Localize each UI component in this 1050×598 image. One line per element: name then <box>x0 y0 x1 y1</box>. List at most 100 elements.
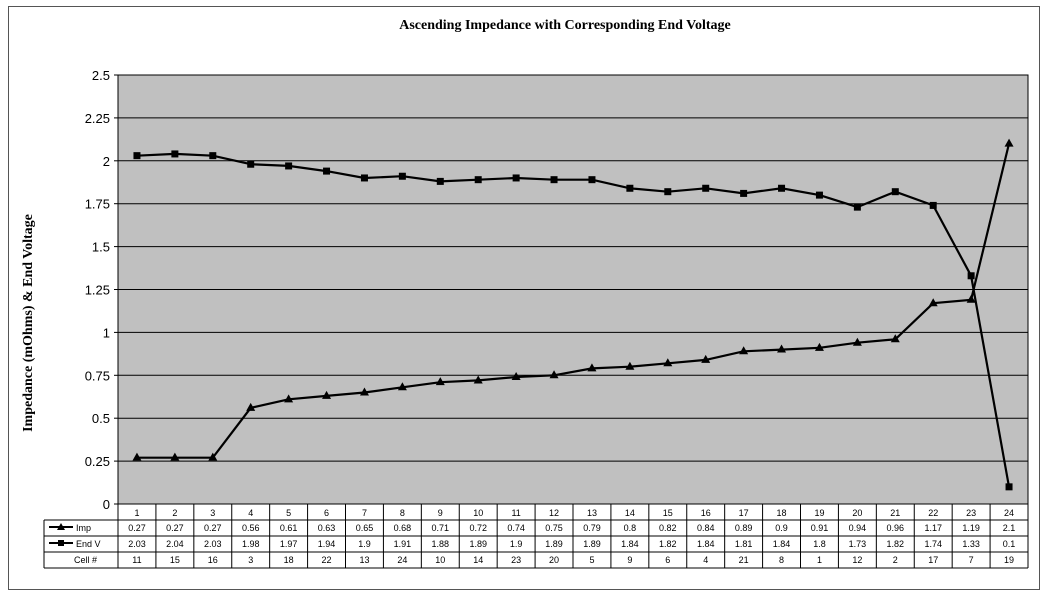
table-cell: 24 <box>397 555 407 565</box>
table-cell: 1 <box>817 555 822 565</box>
data-point-imp <box>170 452 180 461</box>
data-point-imp <box>890 334 900 343</box>
table-cell: 1.82 <box>659 539 677 549</box>
table-cell: 1.84 <box>697 539 715 549</box>
y-tick-label: 1 <box>103 325 110 340</box>
data-point-end-v <box>360 174 368 182</box>
table-cell: 14 <box>473 555 483 565</box>
data-point-imp <box>928 298 938 307</box>
series-line-imp <box>137 143 1011 459</box>
data-point-imp <box>701 354 711 363</box>
data-point-end-v <box>247 160 255 168</box>
table-cell: 1.8 <box>813 539 826 549</box>
table-cell: 1.88 <box>432 539 450 549</box>
table-cell: 0.63 <box>318 523 336 533</box>
data-point-end-v <box>398 172 406 180</box>
data-point-imp <box>359 387 369 396</box>
table-cell: 0.91 <box>811 523 829 533</box>
table-cell: 1.33 <box>962 539 980 549</box>
table-cell: 13 <box>359 555 369 565</box>
data-point-imp <box>587 363 597 372</box>
data-point-end-v <box>967 272 975 280</box>
category-label: 16 <box>701 508 711 518</box>
table-cell: 20 <box>549 555 559 565</box>
data-point-imp <box>132 452 142 461</box>
table-cell: 1.73 <box>849 539 867 549</box>
table-cell: 1.89 <box>583 539 601 549</box>
table-cell: 0.8 <box>624 523 637 533</box>
table-cell: 0.27 <box>166 523 184 533</box>
table-cell: 2.1 <box>1003 523 1016 533</box>
y-tick-label: 2.5 <box>92 68 110 83</box>
table-cell: 1.19 <box>962 523 980 533</box>
table-cell: 0.84 <box>697 523 715 533</box>
data-point-imp <box>284 394 294 403</box>
table-cell: 6 <box>665 555 670 565</box>
data-point-imp <box>966 294 976 303</box>
data-point-imp <box>625 361 635 370</box>
data-point-end-v <box>626 184 634 192</box>
y-tick-label: 0.25 <box>85 454 110 469</box>
category-label: 12 <box>549 508 559 518</box>
table-cell: 1.84 <box>773 539 791 549</box>
category-label: 20 <box>852 508 862 518</box>
table-cell: 1.97 <box>280 539 298 549</box>
category-label: 5 <box>286 508 291 518</box>
table-row-label: End V <box>76 539 101 549</box>
data-point-end-v <box>702 184 710 192</box>
chart-title: Ascending Impedance with Corresponding E… <box>399 18 731 33</box>
y-tick-label: 0.5 <box>92 411 110 426</box>
data-point-end-v <box>474 176 482 184</box>
data-point-imp <box>777 344 787 353</box>
category-label: 18 <box>777 508 787 518</box>
table-cell: 19 <box>1004 555 1014 565</box>
table-cell: 1.94 <box>318 539 336 549</box>
data-point-end-v <box>436 177 444 185</box>
table-row-label: Cell # <box>74 555 97 565</box>
category-label: 22 <box>928 508 938 518</box>
y-tick-label: 0 <box>103 497 110 512</box>
table-cell: 0.96 <box>887 523 905 533</box>
category-label: 8 <box>400 508 405 518</box>
table-cell: 2.04 <box>166 539 184 549</box>
category-label: 17 <box>739 508 749 518</box>
table-cell: 2.03 <box>204 539 222 549</box>
table-cell: 7 <box>969 555 974 565</box>
data-point-imp <box>663 358 673 367</box>
table-cell: 0.79 <box>583 523 601 533</box>
data-point-end-v <box>209 152 217 160</box>
category-label: 19 <box>814 508 824 518</box>
table-cell: 0.94 <box>849 523 867 533</box>
data-point-imp <box>246 402 256 411</box>
table-cell: 0.27 <box>204 523 222 533</box>
data-point-end-v <box>1005 483 1013 491</box>
data-point-end-v <box>171 150 179 158</box>
category-label: 24 <box>1004 508 1014 518</box>
table-cell: 0.89 <box>735 523 753 533</box>
table-cell: 1.9 <box>510 539 523 549</box>
table-cell: 1.74 <box>924 539 942 549</box>
category-label: 6 <box>324 508 329 518</box>
y-tick-label: 1.75 <box>85 197 110 212</box>
table-cell: 15 <box>170 555 180 565</box>
table-cell: 1.89 <box>469 539 487 549</box>
data-point-imp <box>208 452 218 461</box>
data-point-imp <box>739 346 749 355</box>
data-point-end-v <box>512 174 520 182</box>
y-tick-label: 0.75 <box>85 368 110 383</box>
table-cell: 1.89 <box>545 539 563 549</box>
category-label: 4 <box>248 508 253 518</box>
category-label: 21 <box>890 508 900 518</box>
table-cell: 1.17 <box>924 523 942 533</box>
table-cell: 1.84 <box>621 539 639 549</box>
table-cell: 0.72 <box>469 523 487 533</box>
category-label: 23 <box>966 508 976 518</box>
table-cell: 0.71 <box>432 523 450 533</box>
data-point-imp <box>397 382 407 391</box>
table-cell: 22 <box>322 555 332 565</box>
table-cell: 0.75 <box>545 523 563 533</box>
data-point-end-v <box>929 201 937 209</box>
table-cell: 1.98 <box>242 539 260 549</box>
y-tick-label: 2.25 <box>85 111 110 126</box>
data-point-end-v <box>133 152 141 160</box>
